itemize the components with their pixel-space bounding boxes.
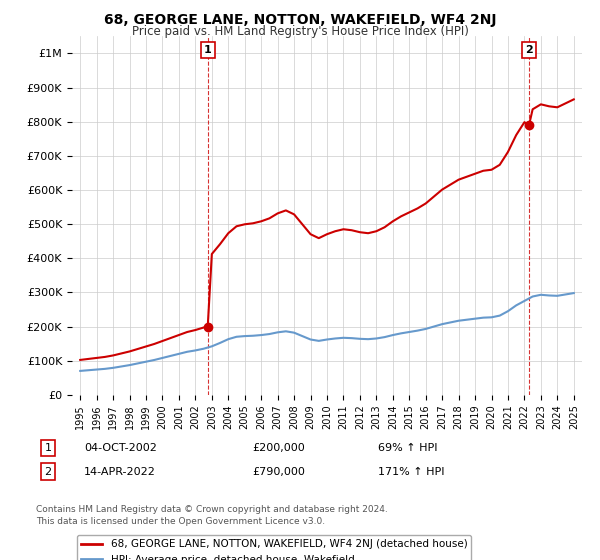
Text: 1: 1 — [204, 45, 212, 55]
Text: 68, GEORGE LANE, NOTTON, WAKEFIELD, WF4 2NJ: 68, GEORGE LANE, NOTTON, WAKEFIELD, WF4 … — [104, 13, 496, 27]
Text: This data is licensed under the Open Government Licence v3.0.: This data is licensed under the Open Gov… — [36, 517, 325, 526]
Text: Contains HM Land Registry data © Crown copyright and database right 2024.: Contains HM Land Registry data © Crown c… — [36, 505, 388, 514]
Text: 69% ↑ HPI: 69% ↑ HPI — [378, 443, 437, 453]
Text: 2: 2 — [44, 466, 52, 477]
Text: 1: 1 — [44, 443, 52, 453]
Text: £200,000: £200,000 — [252, 443, 305, 453]
Text: 04-OCT-2002: 04-OCT-2002 — [84, 443, 157, 453]
Text: 14-APR-2022: 14-APR-2022 — [84, 466, 156, 477]
Text: Price paid vs. HM Land Registry's House Price Index (HPI): Price paid vs. HM Land Registry's House … — [131, 25, 469, 38]
Text: 171% ↑ HPI: 171% ↑ HPI — [378, 466, 445, 477]
Text: £790,000: £790,000 — [252, 466, 305, 477]
Legend: 68, GEORGE LANE, NOTTON, WAKEFIELD, WF4 2NJ (detached house), HPI: Average price: 68, GEORGE LANE, NOTTON, WAKEFIELD, WF4 … — [77, 535, 472, 560]
Text: 2: 2 — [525, 45, 533, 55]
